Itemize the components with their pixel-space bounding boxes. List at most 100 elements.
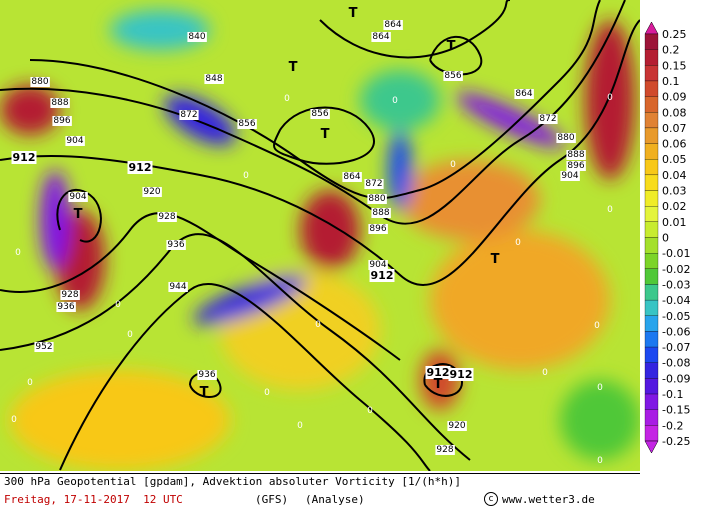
zero-label: 0: [15, 248, 21, 258]
colorbar-band: [644, 221, 659, 238]
contour-label: 904: [369, 260, 386, 270]
colorbar-band: [644, 268, 659, 285]
contour-label: 912: [427, 366, 450, 379]
zero-label: 0: [450, 160, 456, 170]
colorbar-band: [644, 378, 659, 395]
contour-label: 936: [167, 240, 184, 250]
contour-label: 864: [515, 89, 532, 99]
colorbar-label: -0.01: [662, 247, 690, 260]
colorbar-label: 0.04: [662, 169, 687, 182]
contour-label: 912: [450, 368, 473, 381]
colorbar-label: 0.02: [662, 200, 687, 213]
contour-label: 872: [539, 114, 556, 124]
colorbar-band: [644, 49, 659, 66]
contour-label: 952: [35, 342, 52, 352]
contour-label: 928: [158, 212, 175, 222]
colorbar-label: 0.08: [662, 106, 687, 119]
label-box: [447, 421, 467, 431]
zero-label: 0: [115, 300, 121, 310]
colorbar-band: [644, 143, 659, 160]
colorbar-label: 0.01: [662, 216, 687, 229]
colorbar-band: [644, 206, 659, 222]
colorbar-cap: [644, 440, 659, 454]
colorbar-label: -0.03: [662, 278, 690, 291]
label-box: [369, 269, 395, 282]
label-box: [514, 89, 534, 99]
colorbar-band: [644, 159, 659, 176]
label-box: [179, 110, 199, 120]
colorbar-label: -0.05: [662, 310, 690, 323]
label-box: [50, 98, 70, 108]
label-box: [371, 208, 391, 218]
label-box: [566, 161, 586, 171]
contour-label: 856: [238, 119, 255, 129]
zero-label: 0: [297, 421, 303, 431]
label-box: [425, 366, 451, 379]
contour-label: 864: [372, 32, 389, 42]
contour-label: 888: [372, 208, 389, 218]
colorbar-band: [644, 65, 659, 82]
colorbar-label: 0.25: [662, 28, 687, 41]
label-box: [68, 192, 88, 202]
zero-label: 0: [607, 205, 613, 215]
zero-label: 0: [11, 415, 17, 425]
label-box: [556, 133, 576, 143]
colorbar-label: 0.15: [662, 59, 687, 72]
colorbar-band: [644, 253, 659, 269]
colorbar-band: [644, 299, 659, 316]
label-box: [34, 342, 54, 352]
contour-label: 856: [311, 109, 328, 119]
colorbar-cap: [644, 21, 659, 35]
label-box: [187, 32, 207, 42]
colorbar-band: [644, 331, 659, 348]
label-box: [443, 71, 463, 81]
low-marker: T: [321, 127, 330, 142]
contour-label: 880: [31, 77, 48, 87]
label-box: [538, 114, 558, 124]
zero-label: 0: [392, 96, 398, 106]
colorbar-label: 0.2: [662, 44, 680, 57]
low-marker: T: [349, 6, 358, 21]
footer-source: www.wetter3.de: [502, 493, 595, 506]
contour-label: 856: [444, 71, 461, 81]
colorbar-label: 0.07: [662, 122, 687, 135]
label-box: [30, 77, 50, 87]
low-marker: T: [200, 385, 209, 400]
contour-label: 928: [436, 445, 453, 455]
low-marker: T: [491, 252, 500, 267]
zero-label: 0: [27, 378, 33, 388]
label-box: [204, 74, 224, 84]
colorbar-label: -0.15: [662, 404, 690, 417]
colorbar-label: 0.1: [662, 75, 680, 88]
contour-label: 920: [448, 421, 465, 431]
label-box: [52, 116, 72, 126]
colorbar-band: [644, 80, 659, 97]
colorbar-label: -0.2: [662, 419, 683, 432]
colorbar-band: [644, 362, 659, 379]
label-box: [368, 224, 388, 234]
colorbar-band: [644, 425, 659, 442]
colorbar-label: -0.02: [662, 263, 690, 276]
contour-label: 912: [371, 269, 394, 282]
footer: [0, 473, 640, 513]
colorbar-band: [644, 393, 659, 410]
contour-label: 936: [57, 302, 74, 312]
label-box: [237, 119, 257, 129]
copyright-icon: c: [484, 492, 498, 506]
zero-label: 0: [542, 368, 548, 378]
zero-label: 0: [243, 171, 249, 181]
low-marker: T: [74, 207, 83, 222]
colorbar-label: 0.05: [662, 153, 687, 166]
contour-label: 880: [557, 133, 574, 143]
contour-label: 896: [369, 224, 386, 234]
label-box: [566, 150, 586, 160]
low-marker: T: [434, 377, 443, 392]
label-box: [197, 370, 217, 380]
zero-label: 0: [284, 94, 290, 104]
colorbar-band: [644, 284, 659, 301]
label-box: [367, 194, 387, 204]
colorbar-label: -0.07: [662, 341, 690, 354]
footer-kind: (Analyse): [305, 493, 365, 506]
zero-label: 0: [597, 383, 603, 393]
